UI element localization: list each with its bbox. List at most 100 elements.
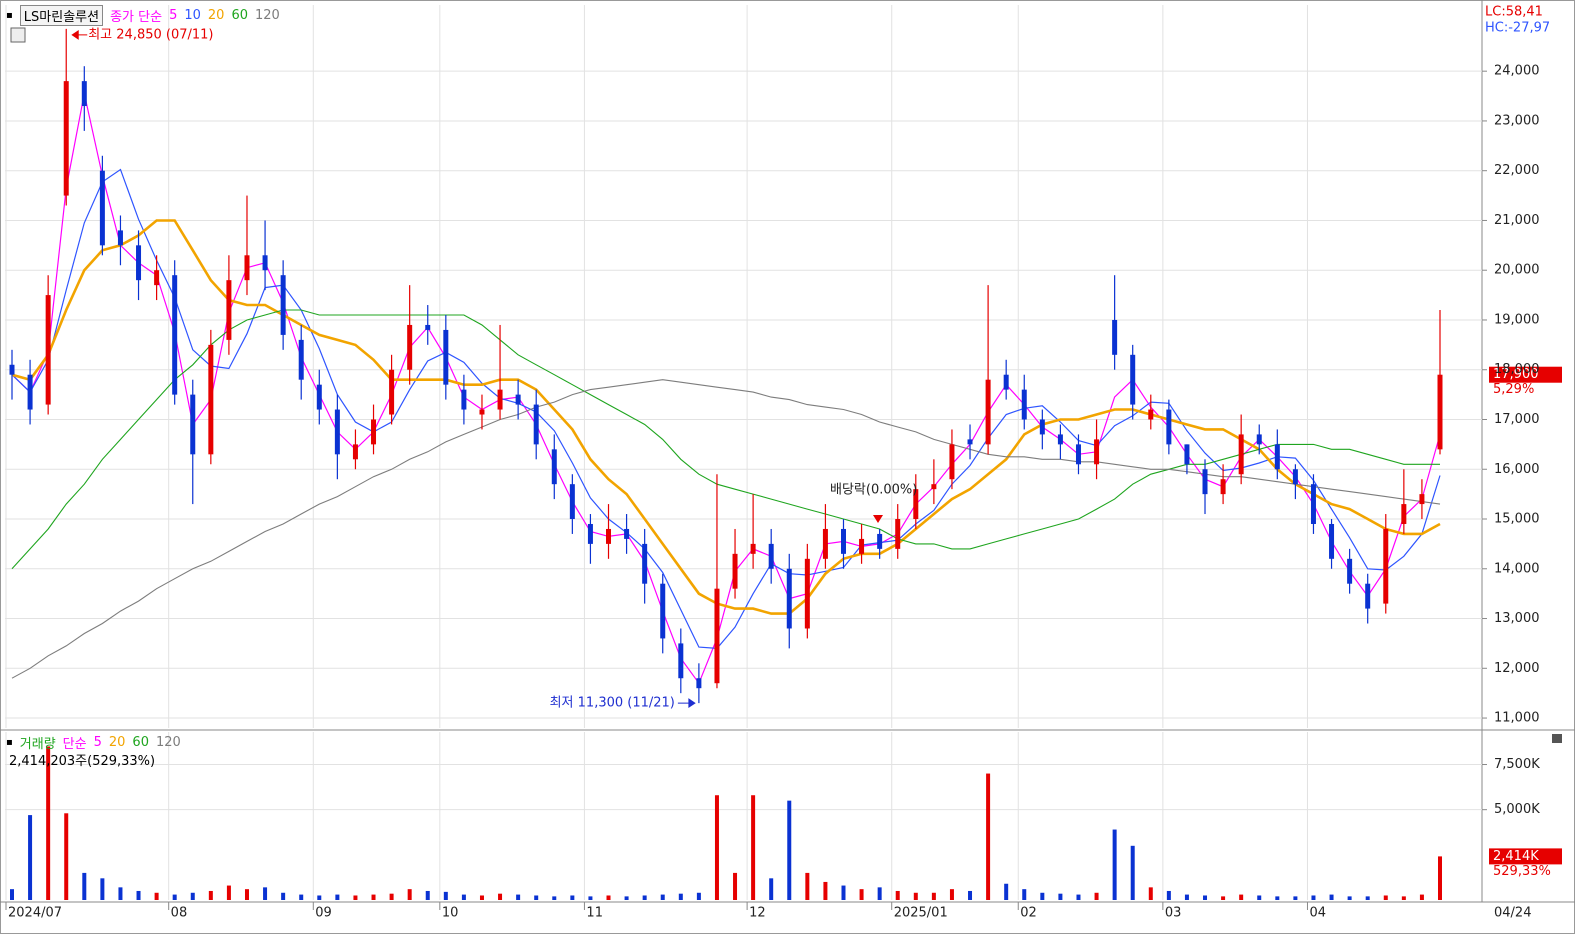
candle-body [1021,389,1027,420]
y-tick-label: 14,000 [1494,561,1540,576]
table-icon[interactable] [10,27,26,43]
volume-bar [335,894,340,900]
candle-body [1329,523,1335,559]
candle-body [1256,434,1262,445]
volume-bar [552,896,557,900]
candle-body [714,588,720,684]
volume-bar [281,892,286,900]
candle-body [515,394,521,405]
candle-body [1383,528,1389,604]
volume-bar [226,885,231,900]
candle-body [1130,354,1136,405]
volume-bar [208,890,213,900]
candle-body [587,523,593,544]
candle-body [154,270,160,286]
x-tick-label: 2025/01 [894,906,948,921]
y-tick-label: 19,000 [1494,312,1540,327]
candle-body [262,255,268,271]
candle-body [226,280,232,340]
y-tick-label: 11,000 [1494,711,1540,726]
volume-bar [1257,895,1262,900]
volume-bar [1130,845,1135,900]
y-tick-label: 22,000 [1494,163,1540,178]
volume-bar [570,895,575,900]
volume-bar [100,878,105,900]
volume-bar [534,895,539,900]
candle-body [190,394,196,455]
volume-bar [986,773,991,900]
volume-bar [606,895,611,900]
x-tick-label: 2024/07 [8,906,62,921]
volume-change-label: 529,33% [1493,864,1551,879]
high-label: 최고 24,850 (07/11) [88,27,213,42]
volume-bar [317,895,322,900]
candle-body [1112,319,1118,355]
volume-bar [407,889,412,900]
volume-bar [913,892,918,900]
candle-body [985,379,991,445]
candle-body [895,519,901,549]
ma-line [11,379,1441,679]
volume-bar [82,872,87,900]
volume-bar [787,800,792,900]
candle-body [1039,419,1045,435]
candle-body [913,489,919,520]
volume-bar [154,892,159,900]
volume-bar [28,815,33,900]
candle-body [244,255,250,281]
candle-body [967,439,973,445]
volume-bar [678,893,683,900]
candle-body [551,449,557,485]
volume-bar [244,889,249,900]
candle-body [1057,434,1063,445]
volume-bar [1166,890,1171,900]
volume-bar [1148,887,1153,900]
candle-body [1003,374,1009,390]
volume-bar [1184,894,1189,900]
volume-bar [1076,894,1081,900]
candle-body [1094,439,1100,465]
candle-body [27,374,33,410]
volume-bar [1311,895,1316,900]
low-label: 최저 11,300 (11/21) [550,696,675,711]
price-legend: ▪ LS마린솔루션 종가 단순 5 10 20 60 120 [6,5,280,26]
volume-bar [823,881,828,900]
candle-body [660,583,666,639]
x-tick-label: 03 [1165,906,1182,921]
lc-label: LC:58,41 [1485,5,1543,20]
volume-bar [805,872,810,900]
candle-body [1220,479,1226,495]
stock-name[interactable]: LS마린솔루션 [19,5,104,26]
legend-label: 종가 단순 [110,10,163,25]
volume-bar [10,889,14,900]
candle-body [298,339,304,380]
candle-body [425,324,431,330]
volume-bar [895,890,900,900]
volume-bar [479,895,484,900]
volume-bar [172,894,177,900]
x-tick-label: 09 [315,906,332,921]
volume-bar [1040,892,1045,900]
volume-bar [371,894,376,900]
volume-info: 2,414,203주(529,33%) [9,754,156,769]
candle-body [1401,504,1407,524]
volume-bar [624,896,629,900]
candle-body [533,404,539,445]
candle-body [1437,374,1443,450]
candle-body [1148,409,1154,420]
candle-body [389,369,395,415]
candle-body [569,484,575,520]
close-icon[interactable] [1552,734,1562,743]
candle-body [1292,469,1298,485]
candle-body [696,678,702,689]
candle-body [732,553,738,589]
dividend-arrow [873,515,883,523]
hc-label: HC:-27,97 [1485,21,1550,36]
volume-bar [1383,895,1388,900]
volume-bar [1401,896,1406,900]
volume-bar [516,894,521,900]
volume-bar [443,891,448,900]
legend-entry: 120 [254,8,280,23]
volume-bar [353,895,358,900]
